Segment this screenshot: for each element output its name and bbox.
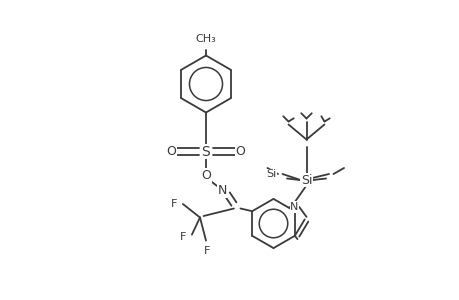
Text: S: S bbox=[201, 145, 210, 158]
Text: O: O bbox=[166, 145, 176, 158]
Text: O: O bbox=[235, 145, 245, 158]
Text: Si: Si bbox=[300, 173, 312, 187]
Text: F: F bbox=[180, 232, 186, 242]
Text: O: O bbox=[201, 169, 211, 182]
Text: N: N bbox=[218, 184, 227, 197]
Text: Si: Si bbox=[265, 169, 275, 179]
Text: F: F bbox=[171, 199, 177, 209]
Text: N: N bbox=[290, 202, 298, 212]
Text: CH₃: CH₃ bbox=[195, 34, 216, 44]
Text: F: F bbox=[204, 246, 210, 256]
